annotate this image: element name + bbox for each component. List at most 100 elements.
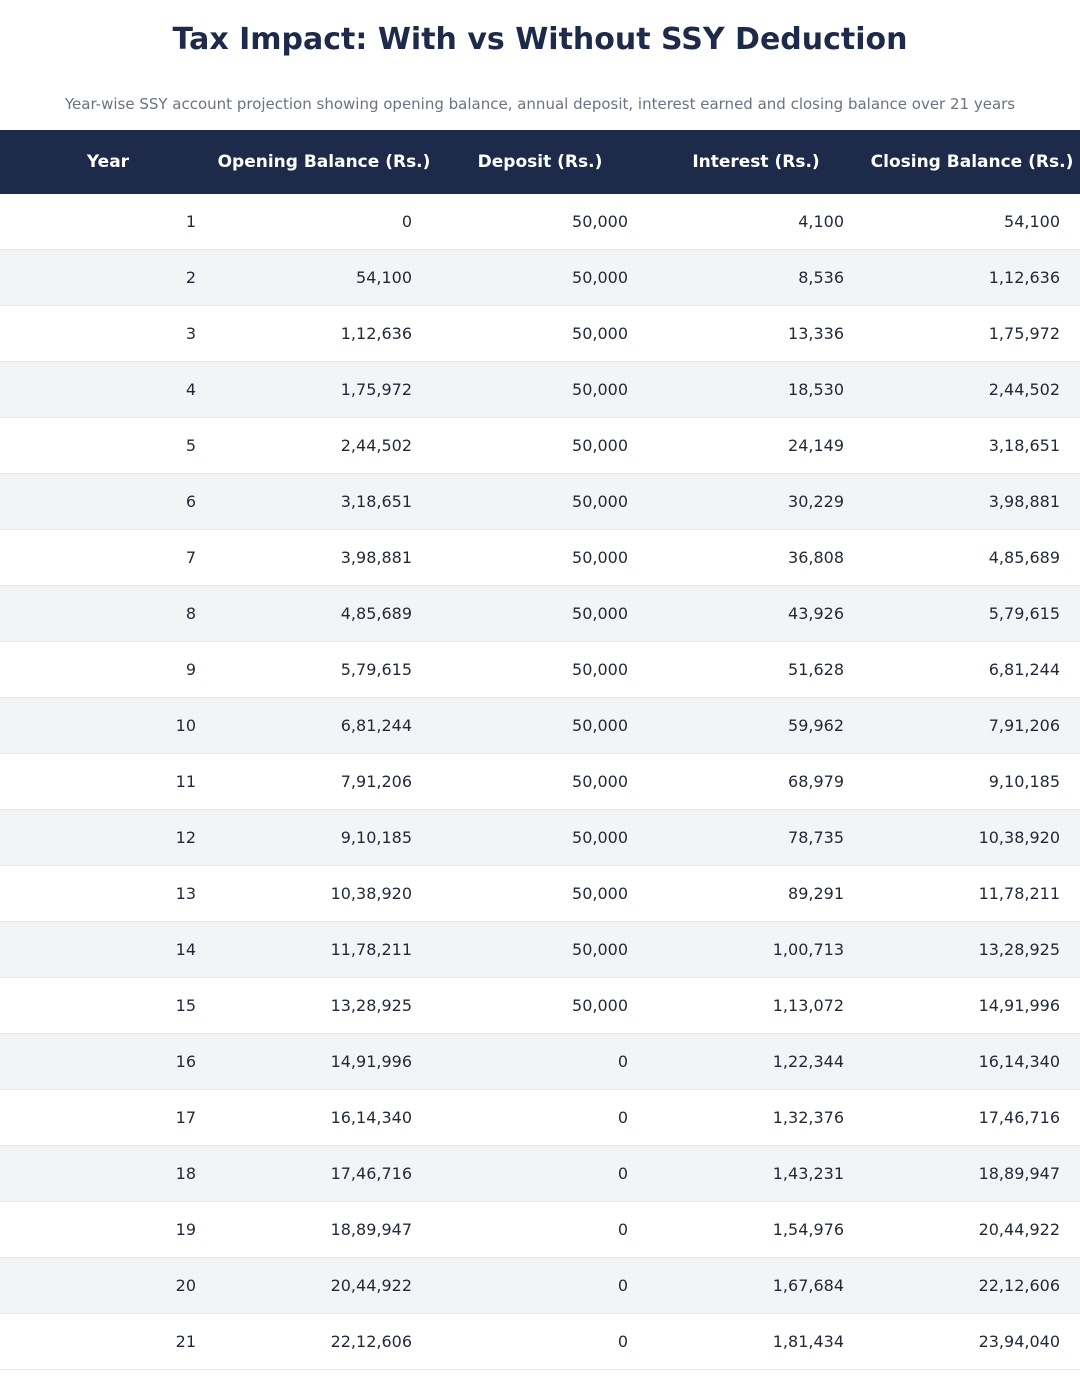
table-cell: 2,44,502 <box>216 417 432 474</box>
table-cell: 16 <box>0 1033 216 1090</box>
table-cell: 18,89,947 <box>216 1201 432 1258</box>
table-cell: 36,808 <box>648 529 864 586</box>
table-cell: 4,85,689 <box>216 585 432 642</box>
table-cell: 1,32,376 <box>648 1089 864 1146</box>
table-cell: 1,67,684 <box>648 1257 864 1314</box>
table-cell: 1,81,434 <box>648 1313 864 1370</box>
table-cell: 30,229 <box>648 473 864 530</box>
table-cell: 11,78,211 <box>216 921 432 978</box>
table-cell: 50,000 <box>432 977 648 1034</box>
table-cell: 22,12,606 <box>864 1257 1080 1314</box>
table-cell: 1,13,072 <box>648 977 864 1034</box>
table-cell: 4,85,689 <box>864 529 1080 586</box>
table-cell: 1,75,972 <box>216 361 432 418</box>
table-cell: 20 <box>0 1257 216 1314</box>
table-body: 1 0 50,000 4,100 54,100 2 54,100 50,000 8,536 1,1… <box>0 194 1080 1370</box>
table-cell: 21 <box>0 1313 216 1370</box>
table-row: 16 14,91,996 0 1,22,344 16,14,340 <box>0 1033 1080 1090</box>
table-cell: 68,979 <box>648 753 864 810</box>
table-cell: 14,91,996 <box>216 1033 432 1090</box>
table-cell: 54,100 <box>216 249 432 306</box>
table-cell: 1,22,344 <box>648 1033 864 1090</box>
table-cell: 50,000 <box>432 417 648 474</box>
table-cell: 50,000 <box>432 641 648 698</box>
table-cell: 50,000 <box>432 809 648 866</box>
table-cell: 0 <box>432 1033 648 1090</box>
table-cell: 16,14,340 <box>864 1033 1080 1090</box>
table-row: 15 13,28,925 50,000 1,13,072 14,91,996 <box>0 977 1080 1034</box>
table-cell: 24,149 <box>648 417 864 474</box>
table-cell: 50,000 <box>432 361 648 418</box>
table-cell: 15 <box>0 977 216 1034</box>
table-row: 18 17,46,716 0 1,43,231 18,89,947 <box>0 1145 1080 1202</box>
table-cell: 5,79,615 <box>216 641 432 698</box>
table-cell: 3,18,651 <box>216 473 432 530</box>
table-cell: 1,12,636 <box>216 305 432 362</box>
column-header: Year <box>0 130 216 194</box>
ssy-table: Year Opening Balance (Rs.) Deposit (Rs.) In… <box>0 130 1080 1370</box>
table-cell: 7,91,206 <box>216 753 432 810</box>
table-cell: 18 <box>0 1145 216 1202</box>
table-cell: 50,000 <box>432 865 648 922</box>
table-cell: 59,962 <box>648 697 864 754</box>
table-cell: 50,000 <box>432 697 648 754</box>
table-row: 9 5,79,615 50,000 51,628 6,81,244 <box>0 641 1080 698</box>
table-row: 7 3,98,881 50,000 36,808 4,85,689 <box>0 529 1080 586</box>
table-row: 6 3,18,651 50,000 30,229 3,98,881 <box>0 473 1080 530</box>
column-header: Closing Balance (Rs.) <box>864 130 1080 194</box>
table-cell: 1,75,972 <box>864 305 1080 362</box>
table-cell: 50,000 <box>432 753 648 810</box>
table-cell: 12 <box>0 809 216 866</box>
table-cell: 17,46,716 <box>216 1145 432 1202</box>
table-cell: 43,926 <box>648 585 864 642</box>
table-cell: 17,46,716 <box>864 1089 1080 1146</box>
table-cell: 3,98,881 <box>216 529 432 586</box>
table-cell: 78,735 <box>648 809 864 866</box>
table-row: 17 16,14,340 0 1,32,376 17,46,716 <box>0 1089 1080 1146</box>
table-cell: 2,44,502 <box>864 361 1080 418</box>
table-cell: 14,91,996 <box>864 977 1080 1034</box>
table-row: 20 20,44,922 0 1,67,684 22,12,606 <box>0 1257 1080 1314</box>
table-cell: 20,44,922 <box>216 1257 432 1314</box>
table-cell: 6 <box>0 473 216 530</box>
table-cell: 50,000 <box>432 921 648 978</box>
table-cell: 0 <box>432 1257 648 1314</box>
table-cell: 1,43,231 <box>648 1145 864 1202</box>
table-row: 11 7,91,206 50,000 68,979 9,10,185 <box>0 753 1080 810</box>
table-cell: 89,291 <box>648 865 864 922</box>
table-cell: 18,530 <box>648 361 864 418</box>
table-cell: 6,81,244 <box>864 641 1080 698</box>
table-cell: 4,100 <box>648 194 864 250</box>
table-cell: 1,12,636 <box>864 249 1080 306</box>
table-row: 8 4,85,689 50,000 43,926 5,79,615 <box>0 585 1080 642</box>
table-cell: 0 <box>216 194 432 250</box>
table-cell: 50,000 <box>432 305 648 362</box>
table-row: 4 1,75,972 50,000 18,530 2,44,502 <box>0 361 1080 418</box>
table-cell: 14 <box>0 921 216 978</box>
table-cell: 1 <box>0 194 216 250</box>
table-cell: 10,38,920 <box>864 809 1080 866</box>
table-cell: 5 <box>0 417 216 474</box>
table-cell: 50,000 <box>432 585 648 642</box>
table-row: 13 10,38,920 50,000 89,291 11,78,211 <box>0 865 1080 922</box>
table-row: 2 54,100 50,000 8,536 1,12,636 <box>0 249 1080 306</box>
table-row: 21 22,12,606 0 1,81,434 23,94,040 <box>0 1313 1080 1370</box>
table-cell: 11 <box>0 753 216 810</box>
table-cell: 13 <box>0 865 216 922</box>
title: Tax Impact: With vs Without SSY Deductio… <box>172 22 908 57</box>
header-row: Year Opening Balance (Rs.) Deposit (Rs.) In… <box>0 130 1080 194</box>
table-cell: 8 <box>0 585 216 642</box>
table-cell: 5,79,615 <box>864 585 1080 642</box>
column-header: Opening Balance (Rs.) <box>216 130 432 194</box>
table-cell: 17 <box>0 1089 216 1146</box>
table-cell: 13,28,925 <box>216 977 432 1034</box>
table-cell: 51,628 <box>648 641 864 698</box>
table-cell: 9,10,185 <box>216 809 432 866</box>
table-cell: 3,18,651 <box>864 417 1080 474</box>
table-cell: 1,54,976 <box>648 1201 864 1258</box>
table-cell: 0 <box>432 1201 648 1258</box>
table-cell: 10 <box>0 697 216 754</box>
table-cell: 13,336 <box>648 305 864 362</box>
table-cell: 10,38,920 <box>216 865 432 922</box>
table-cell: 18,89,947 <box>864 1145 1080 1202</box>
